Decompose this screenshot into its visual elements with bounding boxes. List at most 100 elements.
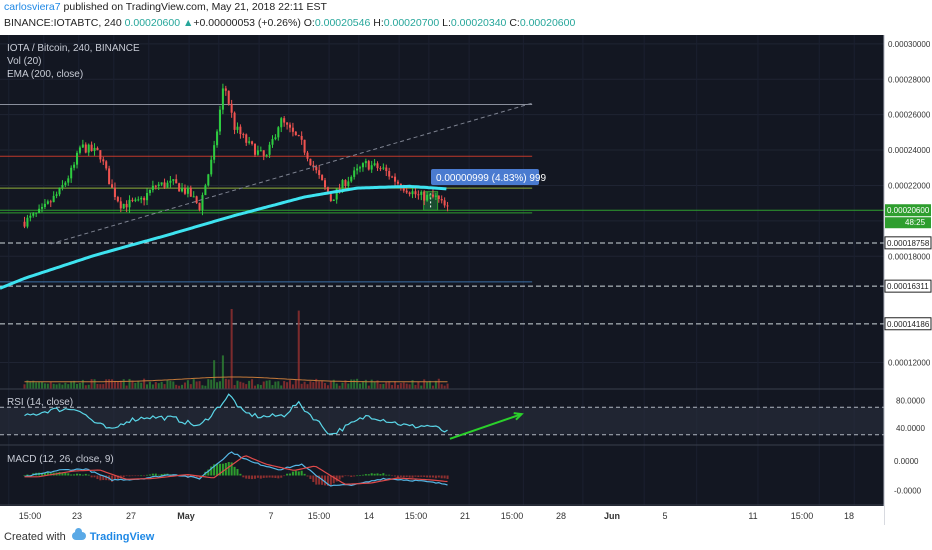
time-tick-label: 23 [72, 511, 82, 521]
macd-histogram-bar [370, 473, 373, 476]
candle-body [262, 150, 265, 156]
macd-histogram-bar [411, 475, 414, 478]
time-tick-label: 15:00 [501, 511, 524, 521]
volume-bar [297, 310, 300, 389]
chart-legend-title: IOTA / Bitcoin, 240, BINANCE [7, 43, 140, 54]
candle-body [195, 196, 198, 203]
volume-bar [26, 380, 29, 389]
candle-body [402, 188, 405, 191]
volume-bar [230, 309, 233, 389]
rsi-legend: RSI (14, close) [7, 397, 73, 408]
macd-histogram-bar [210, 466, 213, 476]
price-tick-label: 0.00018000 [888, 252, 931, 261]
candle-body [382, 167, 385, 169]
macd-histogram-bar [414, 475, 417, 477]
last-price: 0.00020600 [124, 17, 181, 29]
macd-histogram-bar [440, 475, 443, 479]
candle-body [151, 185, 154, 190]
volume-bar [391, 384, 394, 389]
volume-bar [134, 382, 137, 389]
candle-body [376, 163, 379, 169]
macd-histogram-bar [329, 475, 332, 486]
candle-body [347, 181, 350, 186]
candle-body [353, 170, 356, 177]
macd-line [24, 451, 448, 487]
candle-body [46, 201, 49, 204]
candle-body [183, 188, 186, 194]
candle-body [426, 194, 429, 201]
candle-body [148, 189, 151, 194]
open-value: 0.00020546 [314, 17, 371, 29]
candle-body [253, 143, 257, 155]
candle-body [259, 150, 262, 152]
tradingview-logo[interactable]: TradingView [71, 528, 154, 543]
macd-histogram-bar [84, 473, 87, 476]
chart-canvas[interactable]: 0.00030000 0.00028000 0.00026000 0.00024000… [0, 35, 932, 525]
volume-bar [294, 378, 297, 389]
candle-body [423, 191, 426, 201]
volume-bar [420, 385, 423, 389]
volume-bar [429, 380, 432, 389]
volume-bar [446, 383, 449, 389]
macd-histogram-bar [376, 473, 379, 476]
macd-histogram-bar [262, 475, 265, 478]
macd-histogram-bar [160, 474, 163, 476]
time-axis[interactable] [0, 506, 884, 525]
volume-bar [338, 385, 341, 389]
volume-bar [405, 383, 408, 389]
volume-bar [312, 382, 315, 389]
candle-body [303, 139, 306, 153]
volume-bar [125, 385, 128, 389]
volume-bar [283, 381, 286, 389]
volume-bar [370, 379, 373, 389]
macd-histogram-bar [364, 474, 367, 476]
volume-bar [137, 381, 140, 389]
volume-bar [116, 381, 119, 389]
volume-bar [105, 379, 108, 389]
volume-bar [262, 381, 265, 389]
volume-bar [426, 381, 429, 389]
macd-histogram-bar [78, 473, 81, 476]
macd-histogram-bar [373, 473, 376, 476]
macd-histogram-bar [192, 475, 195, 478]
time-axis-ticks: 15:00 23 27 May 7 15:00 14 15:00 21 15:00 28 Jun 5 11… [19, 511, 854, 521]
volume-bar [169, 380, 172, 389]
volume-bar [151, 384, 154, 389]
volume-bar [181, 384, 184, 389]
macd-histogram-bar [102, 475, 105, 481]
author-link[interactable]: carlosviera7 [4, 1, 61, 13]
volume-bar [321, 380, 324, 389]
macd-histogram-bar [43, 472, 46, 476]
candle-body [99, 150, 102, 160]
macd-histogram-bar [388, 474, 391, 476]
candle-body [67, 178, 70, 183]
macd-histogram-bar [23, 475, 26, 476]
candle-body [288, 124, 292, 128]
macd-histogram-bar [105, 475, 108, 481]
symbol-label[interactable]: BINANCE:IOTABTC, 240 [4, 17, 122, 29]
time-tick-label: 18 [844, 511, 854, 521]
volume-bar [242, 382, 245, 389]
macd-histogram-bar [437, 475, 440, 478]
macd-histogram-bar [236, 469, 239, 476]
macd-histogram-bar [288, 473, 292, 476]
volume-bar [253, 385, 257, 389]
volume-bar [344, 380, 347, 389]
volume-bar [221, 355, 224, 389]
drawn-levels[interactable] [0, 104, 884, 325]
rsi-arrow-head [513, 412, 524, 421]
measure-label-box[interactable] [431, 169, 539, 185]
candle-body [61, 185, 64, 188]
high-value: 0.00020700 [383, 17, 440, 29]
volume-bar [81, 379, 84, 389]
volume-bar [198, 381, 201, 389]
macd-histogram-bar [26, 474, 29, 476]
low-value: 0.00020340 [450, 17, 507, 29]
candle-body [411, 191, 414, 195]
macd-histogram-bar [163, 473, 166, 476]
macd-histogram-bar [73, 474, 76, 476]
volume-bar [55, 384, 58, 389]
candle-body [210, 159, 213, 175]
macd-histogram-bar [323, 475, 327, 486]
candle-body [125, 203, 128, 208]
